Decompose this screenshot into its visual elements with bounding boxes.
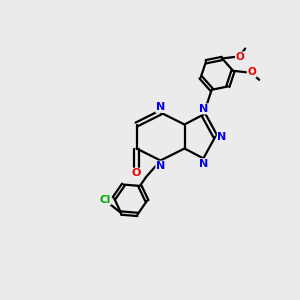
Text: N: N xyxy=(199,104,208,114)
Text: N: N xyxy=(156,102,165,112)
Text: O: O xyxy=(247,67,256,77)
Text: O: O xyxy=(236,52,244,62)
Text: Cl: Cl xyxy=(100,195,111,205)
Text: O: O xyxy=(132,168,141,178)
Text: N: N xyxy=(199,159,208,169)
Text: N: N xyxy=(218,131,226,142)
Text: N: N xyxy=(156,161,165,171)
